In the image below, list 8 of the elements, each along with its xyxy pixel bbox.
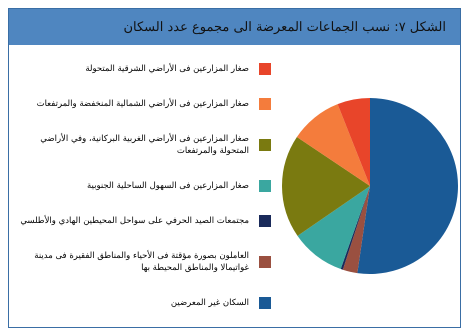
legend-label: صغار المزارعين فى السهول الساحلية الجنوبية [86,180,249,192]
legend-label: صغار المزارعين فى الأراضي الشمالية المنخفضة والمرتفعات [36,98,249,110]
legend-label: السكان غير المعرضين [170,297,249,310]
chart-title: الشكل ٧: نسب الجماعات المعرضة الى مجموع عدد السكان [9,9,460,45]
legend-label: صغار المزارعين فى الأراضي الشرقية المتحولة [85,62,249,75]
legend-label: صغار المزارعين فى الأراضي الغربية البركانية، وفي الأراضي المتحولة والمرتفعات [39,132,249,157]
legend-label: العاملون بصورة مؤقتة فى الأحياء والمناطق الفقيرة فى مدينة غواتيمالا والمناطق المحيطة بها [33,250,249,274]
legend-label: مجتمعات الصيد الحرفي على سواحل المحيطين الهادي والأطلسي [20,215,249,228]
